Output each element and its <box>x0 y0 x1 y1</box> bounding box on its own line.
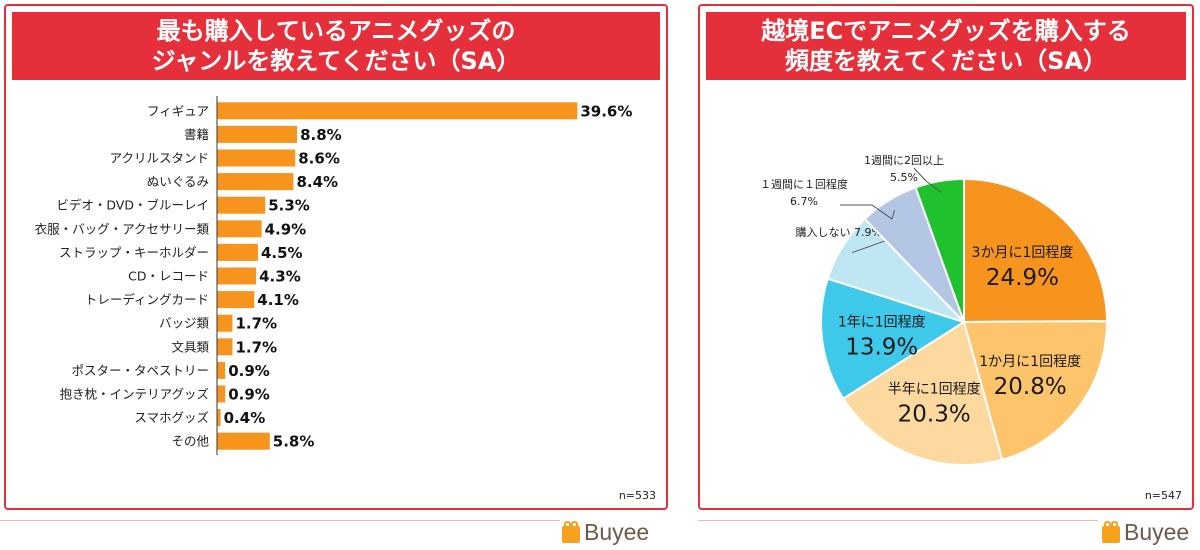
value-label: 0.4% <box>224 409 266 427</box>
value-label: 8.6% <box>298 150 340 168</box>
slice-value-label: 20.8% <box>994 374 1067 400</box>
slice-value-label: 13.9% <box>845 335 918 361</box>
category-label: 抱き枕・インテリアグッズ <box>60 387 209 402</box>
value-label: 1.7% <box>235 338 277 356</box>
bar <box>217 173 294 191</box>
value-label: 8.8% <box>300 126 342 144</box>
pie-slice <box>963 177 1109 324</box>
slice-outside-value: 5.5% <box>890 171 918 184</box>
category-label: ストラップ・キーホルダー <box>59 245 209 260</box>
slice-outside-label: 購入しない 7.9% <box>796 225 882 239</box>
bar <box>217 125 298 143</box>
value-label: 4.1% <box>257 291 299 309</box>
pie-slice <box>962 320 1108 462</box>
category-label: CD・レコード <box>128 269 209 284</box>
category-label: ぬいぐるみ <box>147 174 209 189</box>
slice-category-label: 半年に1回程度 <box>888 381 981 397</box>
category-label: ポスター・タペストリー <box>71 363 209 378</box>
value-label: 4.3% <box>259 268 301 286</box>
category-label: ビデオ・DVD・ブルーレイ <box>56 198 209 213</box>
bar <box>217 102 578 120</box>
bar <box>217 291 255 309</box>
category-label: 衣服・バッグ・アクセサリー類 <box>35 221 210 236</box>
category-label: トレーディングカード <box>85 292 209 307</box>
value-label: 0.9% <box>228 362 270 380</box>
genre-chart-panel: 最も購入しているアニメグッズの ジャンルを教えてください（SA） フィギュア 39… <box>4 4 668 510</box>
value-label: 5.3% <box>268 197 310 215</box>
category-label: スマホグッズ <box>134 410 209 425</box>
pie-slice <box>841 320 1004 466</box>
category-label: 書籍 <box>184 127 209 142</box>
footer-divider-left <box>0 520 560 521</box>
category-label: アクリルスタンド <box>110 151 209 166</box>
frequency-pie-chart: 3か月に1回程度 24.9% 1か月に1回程度 20.8% 半年に1回程度 20.3% 1年… <box>760 154 1109 466</box>
bar <box>217 267 257 285</box>
bar <box>217 243 258 261</box>
buyee-logo-text: Buyee <box>584 518 650 545</box>
category-label: フィギュア <box>147 103 209 118</box>
frequency-sample-size: n=547 <box>1144 489 1182 502</box>
bar <box>217 314 233 332</box>
slice-outside-label: 1週間に2回以上 <box>864 154 944 167</box>
genre-title-line-2: ジャンルを教えてください（SA） <box>151 47 521 75</box>
category-label: バッジ類 <box>159 316 210 331</box>
value-label: 0.9% <box>228 386 270 404</box>
buyee-bag-icon <box>1100 520 1122 544</box>
footer-divider-right <box>698 520 1098 521</box>
buyee-bag-icon <box>560 520 582 544</box>
buyee-logo-left: Buyee <box>560 517 649 547</box>
value-label: 39.6% <box>580 102 632 120</box>
bar <box>217 409 221 427</box>
buyee-logo-right: Buyee <box>1100 517 1189 547</box>
bar <box>217 385 226 403</box>
slice-outside-label: １週間に１回程度 <box>760 177 848 191</box>
frequency-title-line-2: 頻度を教えてください（SA） <box>785 47 1107 75</box>
value-label: 8.4% <box>296 173 338 191</box>
bar <box>217 338 233 356</box>
category-label: 文具類 <box>171 339 209 354</box>
pie-slice <box>820 277 967 401</box>
value-label: 4.9% <box>265 220 307 238</box>
value-label: 5.8% <box>273 433 315 451</box>
bar <box>217 361 226 379</box>
slice-value-label: 24.9% <box>986 265 1059 291</box>
slice-value-label: 20.3% <box>898 401 971 427</box>
slice-outside-value: 6.7% <box>790 195 818 208</box>
value-label: 4.5% <box>261 244 303 262</box>
slice-category-label: 1か月に1回程度 <box>979 354 1081 370</box>
leader-line <box>840 204 896 220</box>
genre-chart-title: 最も購入しているアニメグッズの ジャンルを教えてください（SA） <box>12 12 660 80</box>
leader-line <box>913 167 942 193</box>
bar <box>217 220 262 238</box>
category-label: その他 <box>171 434 209 449</box>
frequency-title-line-1: 越境ECでアニメグッズを購入する <box>761 17 1131 45</box>
slice-category-label: 3か月に1回程度 <box>972 245 1074 261</box>
value-label: 1.7% <box>235 315 277 333</box>
pie-slice <box>914 177 965 323</box>
frequency-chart-panel: 越境ECでアニメグッズを購入する 頻度を教えてください（SA） 3か月に1回程度… <box>698 4 1194 510</box>
genre-bar-chart: フィギュア 39.6% 書籍 8.8% アクリルスタンド 8.6% ぬいぐるみ 8.4% ビデオ… <box>35 96 632 455</box>
bar <box>217 432 270 450</box>
bar <box>217 149 296 167</box>
slice-category-label: 1年に1回程度 <box>838 315 926 331</box>
genre-title-line-1: 最も購入しているアニメグッズの <box>156 17 516 45</box>
bar <box>217 196 266 214</box>
buyee-logo-text: Buyee <box>1124 518 1190 545</box>
frequency-chart-title: 越境ECでアニメグッズを購入する 頻度を教えてください（SA） <box>706 12 1186 80</box>
genre-sample-size: n=533 <box>618 489 656 502</box>
